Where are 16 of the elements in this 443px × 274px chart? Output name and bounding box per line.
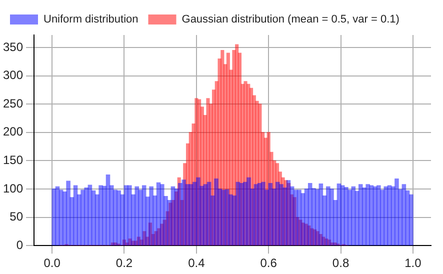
y-tick-label: 300 — [2, 68, 24, 82]
x-tick-label: 0.6 — [260, 256, 278, 270]
x-tick-label: 0.4 — [188, 256, 206, 270]
legend-label: Gaussian distribution (mean = 0.5, var = 0.1) — [182, 14, 400, 26]
x-tick-label: 0.0 — [44, 256, 61, 270]
x-tick-label: 1.0 — [404, 256, 422, 270]
legend-label: Uniform distribution — [44, 14, 138, 26]
y-tick-label: 350 — [2, 40, 24, 54]
y-tick-label: 250 — [2, 96, 24, 110]
y-tick-label: 50 — [10, 210, 24, 224]
y-tick-label: 0 — [16, 238, 24, 252]
y-tick-label: 150 — [2, 152, 24, 167]
y-tick-label: 200 — [2, 124, 24, 139]
y-tick-label: 100 — [2, 181, 24, 196]
x-tick-label: 0.8 — [332, 256, 350, 270]
x-tick-label: 0.2 — [116, 256, 133, 270]
